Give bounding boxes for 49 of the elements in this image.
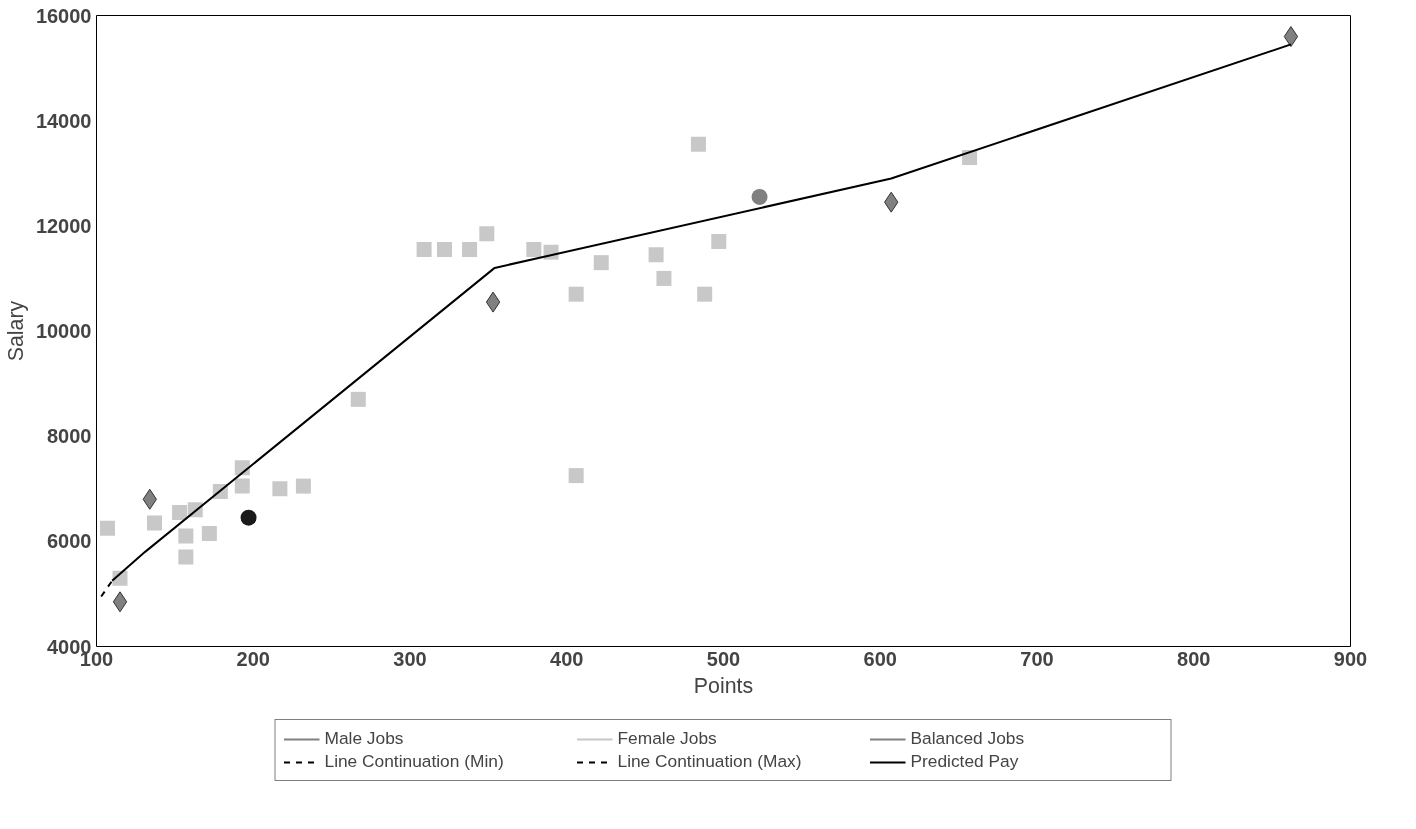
y-tick-label: 14000: [35, 109, 92, 132]
point: [526, 242, 542, 257]
point: [593, 255, 609, 271]
point: [178, 528, 194, 544]
point: [416, 242, 432, 257]
point: [112, 591, 128, 613]
legend-label: Predicted Pay: [910, 751, 1020, 772]
point: [690, 136, 706, 152]
y-tick-label: 16000: [35, 4, 92, 27]
point: [697, 286, 713, 302]
point: [436, 242, 452, 257]
legend-label: Line Continuation (Min): [324, 751, 505, 772]
point: [350, 391, 366, 407]
point: [711, 234, 727, 250]
x-tick-label: 500: [706, 647, 741, 670]
y-tick-label: 10000: [35, 320, 92, 342]
point: [568, 286, 584, 302]
point: [485, 291, 501, 313]
x-tick-label: 300: [393, 647, 427, 670]
point: [234, 478, 250, 494]
legend-label: Male Jobs: [324, 728, 405, 749]
point: [272, 481, 288, 497]
point: [99, 520, 115, 536]
x-tick-label: 600: [863, 647, 897, 670]
y-tick-label: 8000: [47, 425, 92, 448]
legend-label: Female Jobs: [617, 728, 718, 749]
y-axis-title: Salary: [3, 300, 28, 362]
point: [656, 270, 672, 286]
x-axis-title: Points: [693, 673, 754, 698]
point: [201, 525, 217, 541]
y-tick-label: 12000: [35, 214, 92, 237]
point: [240, 509, 257, 526]
x-tick-label: 800: [1177, 647, 1211, 670]
x-tick-label: 700: [1020, 647, 1054, 670]
point: [568, 468, 584, 484]
x-tick-label: 400: [550, 647, 584, 670]
point: [1283, 26, 1299, 48]
point: [462, 242, 478, 257]
point: [295, 478, 311, 494]
x-tick-label: 200: [236, 647, 270, 670]
point: [172, 504, 188, 520]
x-tick-label: 900: [1333, 647, 1368, 670]
legend-label: Balanced Jobs: [910, 728, 1026, 749]
point: [648, 247, 664, 263]
point: [147, 515, 162, 531]
point: [178, 549, 194, 565]
point: [479, 226, 495, 242]
y-tick-label: 6000: [47, 530, 92, 553]
legend-label: Line Continuation (Max): [617, 751, 803, 772]
